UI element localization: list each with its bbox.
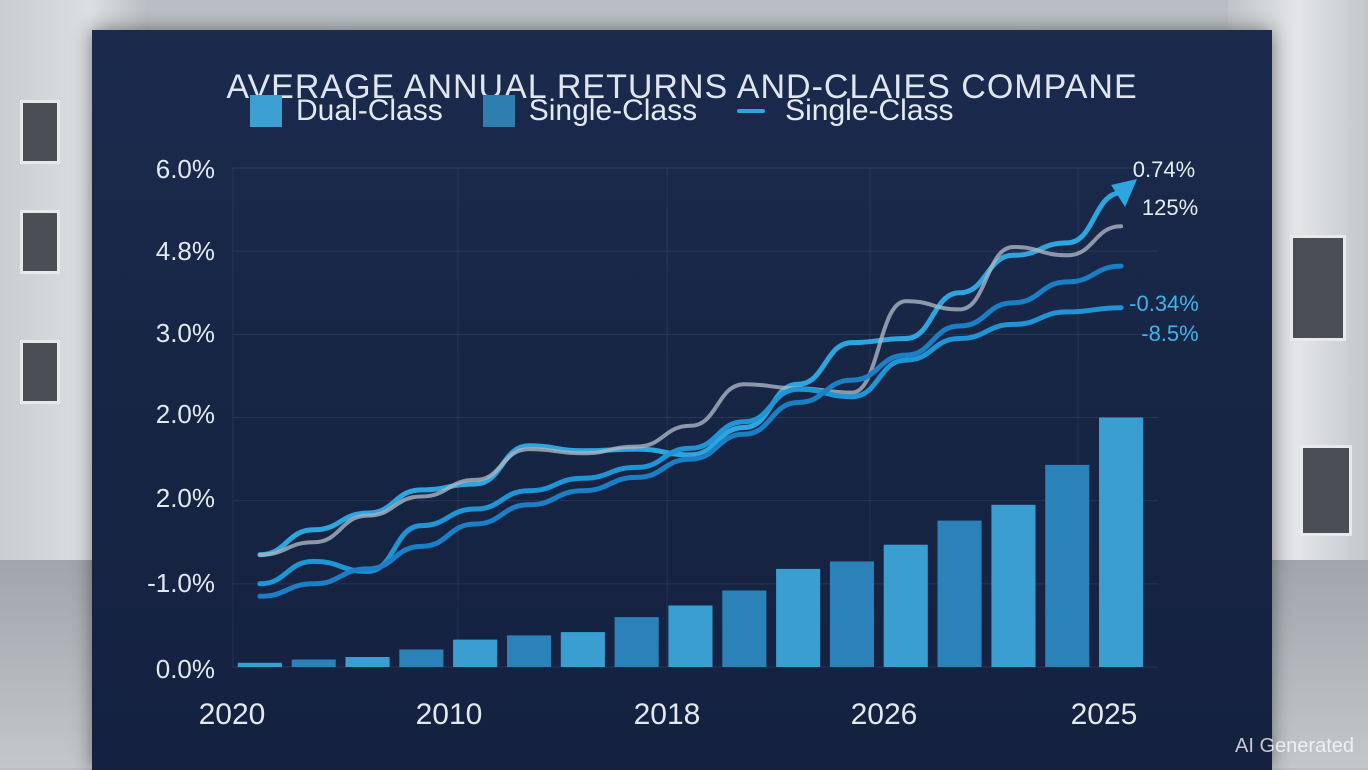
bar xyxy=(345,657,390,667)
series-line xyxy=(257,263,1124,599)
bar xyxy=(829,561,874,667)
bar xyxy=(776,568,821,667)
bar xyxy=(614,617,659,667)
x-tick-label: 2026 xyxy=(851,698,918,731)
background-window xyxy=(1290,235,1346,341)
legend-line-single-class xyxy=(737,109,766,113)
y-tick-label: 3.0% xyxy=(156,318,215,348)
bar xyxy=(1099,417,1144,667)
x-tick-label: 2018 xyxy=(634,698,701,731)
watermark: AI Generated xyxy=(1235,735,1354,757)
bar xyxy=(1045,464,1090,667)
y-tick-label: 4.8% xyxy=(156,236,215,266)
annotation-label: -8.5% xyxy=(1141,321,1198,346)
bar xyxy=(507,635,552,667)
bar xyxy=(453,639,498,667)
annotation-label: 0.74% xyxy=(1133,157,1195,182)
legend-item-single-class-bar: Single-Class xyxy=(482,94,698,128)
y-axis-ticks: 6.0% 4.8% 3.0% 2.0% 2.0% -1.0% 0.0% xyxy=(147,154,215,684)
legend-swatch-dual-class xyxy=(250,95,282,127)
x-tick-label: 2025 xyxy=(1071,698,1138,731)
bar xyxy=(937,520,982,667)
bar xyxy=(291,659,336,667)
arrow-head xyxy=(1111,178,1138,207)
bar xyxy=(399,649,444,667)
annotation-label: 125% xyxy=(1142,195,1198,220)
bar xyxy=(237,662,282,667)
chart-lines xyxy=(257,178,1138,599)
series-line xyxy=(257,305,1124,587)
legend-label: Dual-Class xyxy=(296,94,443,127)
x-tick-label: 2020 xyxy=(199,698,266,731)
annotation-label: -0.34% xyxy=(1129,291,1199,316)
bar xyxy=(991,504,1036,667)
y-tick-label: 6.0% xyxy=(156,154,215,184)
x-axis-ticks: 2020 2010 2018 2026 2025 xyxy=(199,698,1138,731)
y-tick-label: 2.0% xyxy=(156,399,215,429)
legend-item-dual-class: Dual-Class xyxy=(250,94,443,128)
background-window xyxy=(20,210,60,274)
x-tick-label: 2010 xyxy=(416,698,483,731)
background-window xyxy=(20,100,60,164)
chart-annotations: 0.74% 125% -0.34% -8.5% xyxy=(1129,157,1199,346)
legend-item-single-class-line: Single-Class xyxy=(737,94,954,128)
chart-bars xyxy=(237,417,1144,667)
bar xyxy=(722,590,767,667)
legend-swatch-single-class xyxy=(482,95,515,127)
bar xyxy=(883,544,928,667)
bar xyxy=(560,632,605,667)
chart-title: AVERAGE ANNUAL RETURNS AND-CLAIES COMPAN… xyxy=(226,68,1138,106)
y-tick-label: 0.0% xyxy=(156,654,215,684)
chart-legend: Dual-Class Single-Class Single-Class xyxy=(250,94,994,128)
y-tick-label: -1.0% xyxy=(147,568,215,598)
series-line xyxy=(257,224,1124,557)
legend-label: Single-Class xyxy=(528,94,698,127)
legend-label: Single-Class xyxy=(785,94,954,127)
background-window xyxy=(20,340,60,404)
bar xyxy=(668,605,713,667)
y-tick-label: 2.0% xyxy=(156,483,215,513)
background-window xyxy=(1300,445,1352,536)
